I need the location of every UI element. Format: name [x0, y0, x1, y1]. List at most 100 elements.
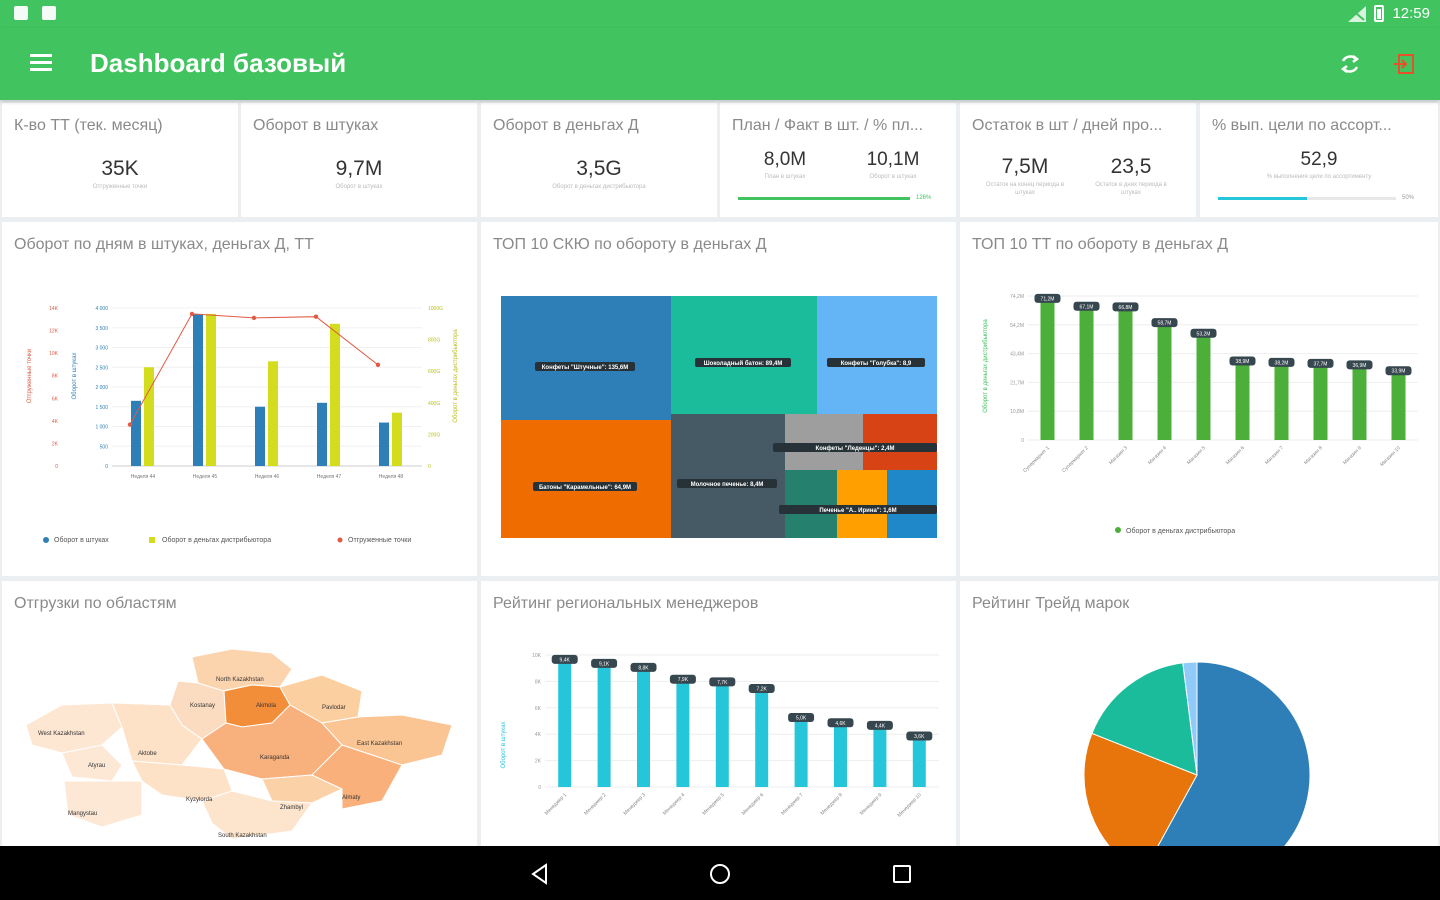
- top-sku-card[interactable]: ТОП 10 СКЮ по обороту в деньгах Д Конфет…: [481, 222, 956, 576]
- map-region[interactable]: [201, 790, 313, 840]
- bar: [1196, 336, 1211, 440]
- regions-card[interactable]: Отгрузки по областям North Kazakhstan Ko…: [2, 581, 477, 846]
- legend-marker: [337, 537, 343, 543]
- map-label: Kostanay: [190, 703, 215, 709]
- data-label-bg: [906, 731, 933, 741]
- left-tick-label: 10K: [49, 351, 59, 357]
- refresh-icon[interactable]: [1336, 50, 1364, 78]
- map-region[interactable]: [25, 702, 123, 754]
- pie-slice[interactable]: [1182, 661, 1198, 776]
- kpi-card-plan-fact[interactable]: План / Факт в шт. / % пл... 8,0M План в …: [720, 103, 956, 217]
- x-tick-label: Неделя 44: [131, 474, 156, 480]
- kpi-card-stock[interactable]: Остаток в шт / дней про... 7,5M Остаток …: [960, 103, 1196, 217]
- data-label: 36,9M: [1353, 363, 1367, 369]
- bar: [637, 670, 650, 787]
- right-tick-label: 400G: [428, 401, 440, 407]
- map-region[interactable]: [63, 780, 143, 828]
- data-label: 4,6K: [835, 721, 846, 727]
- pie-slice[interactable]: [1091, 662, 1198, 776]
- left-tick-label: 0: [55, 464, 58, 470]
- data-label-bg: [709, 677, 736, 687]
- managers-card[interactable]: Рейтинг региональных менеджеров Оборот в…: [481, 581, 956, 846]
- treemap-label: Батоны "Карамельные": 64,9M: [539, 485, 631, 491]
- x-tick-label: Магазин 4: [1147, 445, 1168, 466]
- map-region[interactable]: [311, 744, 403, 810]
- data-label-bg: [748, 683, 775, 693]
- pie-slice[interactable]: [1083, 732, 1198, 846]
- x-tick-label: Менеджер 2: [583, 792, 607, 816]
- right-tick-label: 600G: [428, 369, 440, 375]
- map-region[interactable]: [261, 774, 344, 804]
- x-tick-label: Супермаркет 2: [1061, 445, 1090, 474]
- map-label: North Kazakhstan: [216, 677, 264, 683]
- treemap-cell[interactable]: [817, 296, 937, 414]
- x-tick-label: Менеджер 1: [544, 792, 568, 816]
- x-tick-label: Неделя 46: [255, 474, 280, 480]
- logout-icon[interactable]: [1390, 50, 1418, 78]
- line-point: [127, 422, 133, 427]
- bar: [1352, 368, 1367, 440]
- notification-icon: [42, 6, 56, 20]
- y-tick-label: 0: [1021, 438, 1024, 444]
- legend-label: Оборот в деньгах дистрибьютора: [162, 536, 271, 544]
- kpi-title: Оборот в деньгах Д: [493, 117, 639, 134]
- battery-icon: [1374, 5, 1385, 22]
- data-label-bg: [551, 654, 578, 664]
- brands-card[interactable]: Рейтинг Трейд марок: [960, 581, 1438, 846]
- data-label-bg: [1307, 358, 1334, 368]
- data-label: 71,2M: [1041, 296, 1055, 302]
- treemap-cell[interactable]: [671, 414, 785, 538]
- y-tick-label: 43,4M: [1010, 352, 1024, 358]
- bar: [1391, 374, 1406, 440]
- treemap-label: Конфеты "Штучные": 135,6M: [542, 364, 629, 371]
- x-tick-label: Менеджер 7: [780, 792, 804, 816]
- menu-icon[interactable]: [30, 54, 52, 72]
- left-axis-label: Отгруженные точки: [27, 349, 33, 403]
- data-label: 3,6K: [914, 734, 925, 740]
- left2-tick-label: 2 500: [95, 365, 108, 371]
- data-label: 9,4K: [560, 657, 571, 663]
- map-region[interactable]: [131, 760, 233, 802]
- kpi-caption-plan: План в штуках: [764, 174, 806, 180]
- pie-slice[interactable]: [1143, 661, 1311, 846]
- kpi-card-turnover-money[interactable]: Оборот в деньгах Д 3,5G Оборот в деньгах…: [481, 103, 717, 217]
- map-region[interactable]: [61, 744, 123, 782]
- home-icon[interactable]: [706, 860, 734, 888]
- left-tick-label: 4K: [52, 419, 59, 425]
- x-tick-label: Магазин 3: [1108, 445, 1129, 466]
- y-tick-label: 74,2M: [1010, 294, 1024, 300]
- right-tick-label: 200G: [428, 432, 440, 438]
- map-label: Akmola: [256, 703, 277, 709]
- treemap-cell[interactable]: [785, 470, 837, 538]
- treemap-cell[interactable]: [887, 470, 937, 538]
- daily-turnover-card[interactable]: Оборот по дням в штуках, деньгах Д, ТТ О…: [2, 222, 477, 576]
- data-label-bg: [1385, 366, 1412, 376]
- x-tick-label: Неделя 48: [379, 474, 404, 480]
- treemap-cell[interactable]: [863, 414, 937, 470]
- signal-icon: [1348, 5, 1367, 22]
- kpi-card-tt-count[interactable]: К-во ТТ (тек. месяц) 35K Отгруженные точ…: [2, 103, 238, 217]
- bar: [1040, 301, 1055, 440]
- y-tick-label: 4K: [535, 732, 542, 738]
- treemap-cell[interactable]: [671, 296, 817, 414]
- bar: [206, 313, 216, 466]
- map-region[interactable]: [191, 648, 293, 692]
- map-region[interactable]: [111, 702, 203, 766]
- treemap-cell[interactable]: [785, 414, 863, 470]
- treemap-cell[interactable]: [837, 470, 887, 538]
- top-tt-card[interactable]: ТОП 10 ТТ по обороту в деньгах Д Оборот …: [960, 222, 1438, 576]
- recents-icon[interactable]: [888, 860, 916, 888]
- kpi-card-turnover-units[interactable]: Оборот в штуках 9,7M Оборот в штуках: [241, 103, 477, 217]
- kpi-title: Остаток в шт / дней про...: [972, 117, 1163, 134]
- bar: [317, 402, 327, 466]
- data-label: 7,2K: [757, 686, 768, 692]
- treemap-cell[interactable]: [501, 420, 671, 538]
- data-label-bg: [1346, 360, 1373, 370]
- plan-progress-bar: [738, 197, 910, 200]
- right-tick-label: 0: [428, 464, 431, 470]
- left-tick-label: 6K: [52, 396, 59, 402]
- back-icon[interactable]: [526, 860, 554, 888]
- kpi-card-assortment[interactable]: % вып. цели по ассорт... 52,9 % выполнен…: [1200, 103, 1438, 217]
- left2-axis-label: Оборот в штуках: [72, 353, 78, 400]
- treemap-cell[interactable]: [501, 296, 671, 420]
